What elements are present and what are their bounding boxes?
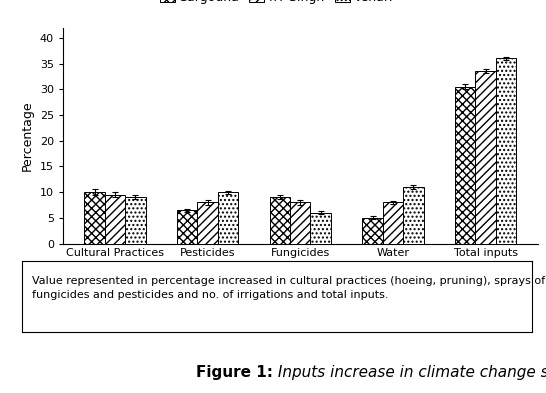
Bar xyxy=(363,218,383,244)
Bar xyxy=(311,213,331,244)
Bar xyxy=(455,87,476,244)
Text: Value represented in percentage increased in cultural practices (hoeing, pruning: Value represented in percentage increase… xyxy=(32,276,545,300)
Bar xyxy=(290,202,311,244)
Text: Inputs increase in climate change scenario.: Inputs increase in climate change scenar… xyxy=(273,365,546,380)
Bar xyxy=(218,192,238,244)
Bar xyxy=(476,71,496,244)
Bar xyxy=(403,187,424,244)
Bar xyxy=(496,59,516,244)
Y-axis label: Percentage: Percentage xyxy=(21,100,34,171)
Bar xyxy=(270,197,290,244)
Bar xyxy=(383,202,403,244)
Legend: Sargodha, T.T Singh, Vehari: Sargodha, T.T Singh, Vehari xyxy=(160,0,393,4)
Bar xyxy=(198,202,218,244)
Bar xyxy=(105,195,125,244)
Text: Figure 1:: Figure 1: xyxy=(196,365,273,380)
Bar xyxy=(85,192,105,244)
Bar xyxy=(125,197,146,244)
Bar xyxy=(177,210,198,244)
